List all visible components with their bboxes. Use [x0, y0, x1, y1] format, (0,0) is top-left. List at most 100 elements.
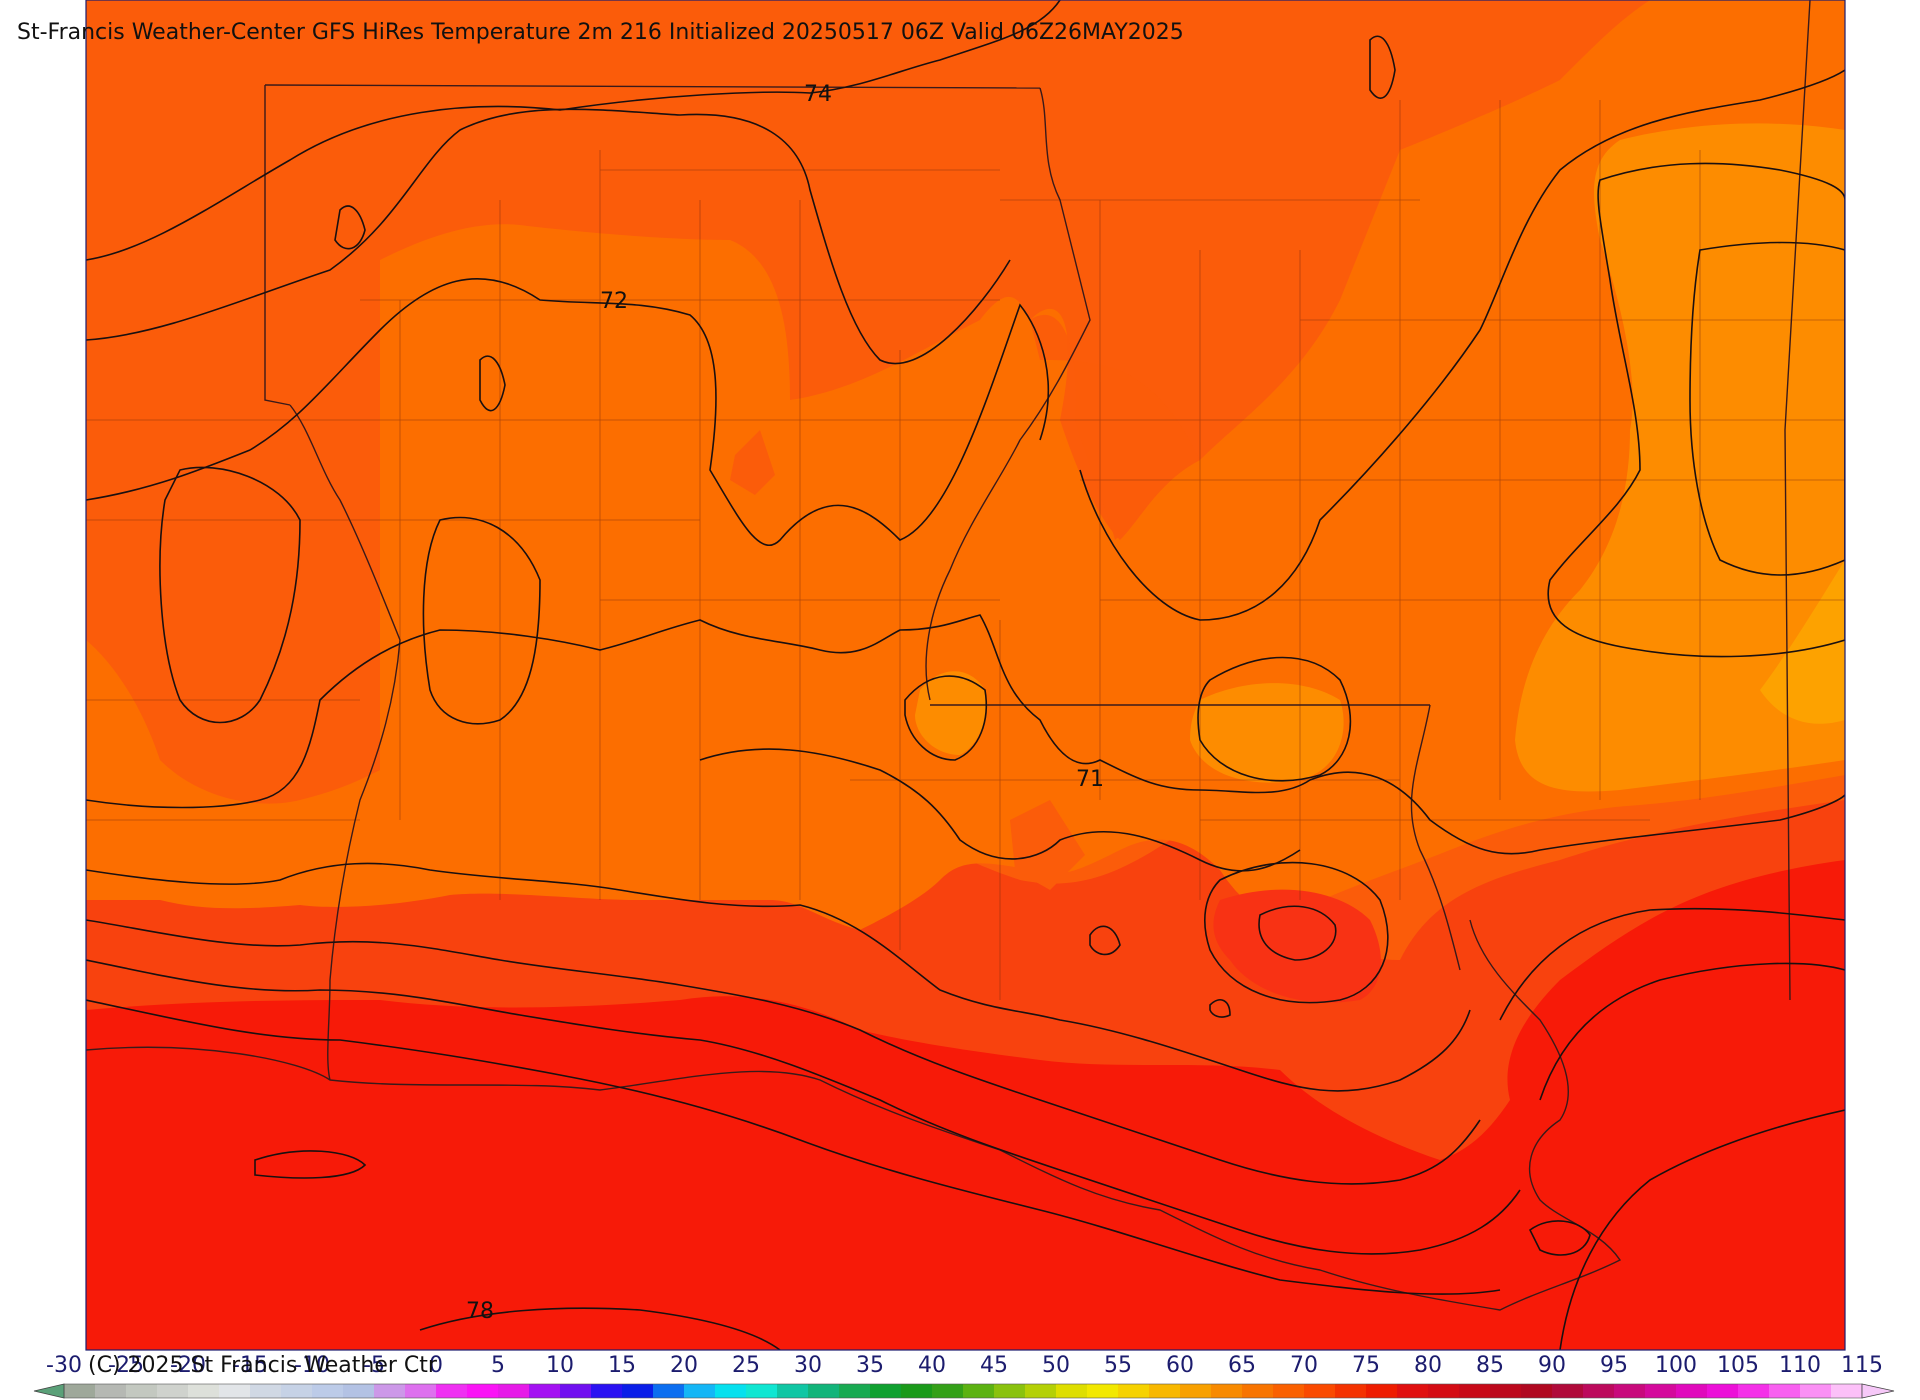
colorbar-cell — [250, 1384, 282, 1398]
isotherm-70-west — [159, 466, 301, 724]
colorbar-cell — [870, 1384, 902, 1398]
colorbar-tick-label: -5 — [363, 1353, 385, 1378]
colorbar-cell — [1335, 1384, 1367, 1398]
colorbar-cell — [1304, 1384, 1336, 1398]
colorbar-cell — [157, 1384, 189, 1398]
isotherm-contours — [86, 0, 1845, 1350]
colorbar-tick-label: 25 — [732, 1353, 760, 1378]
map-title: St-Francis Weather-Center GFS HiRes Temp… — [17, 20, 1184, 45]
county-borders — [86, 100, 1845, 1000]
colorbar-cell — [1149, 1384, 1181, 1398]
colorbar-cell — [1552, 1384, 1584, 1398]
isotherm-70-ctr-east — [1197, 656, 1352, 782]
isotherm-77 — [86, 959, 1521, 1255]
colorbar-cell — [1397, 1384, 1429, 1398]
colorbar-cell — [1831, 1384, 1863, 1398]
colorbar-cell — [1800, 1384, 1832, 1398]
colorbar-cell — [467, 1384, 499, 1398]
contour-label-72: 72 — [600, 289, 628, 314]
contour-label-78: 78 — [466, 1299, 494, 1324]
colorbar-tick-label: 0 — [429, 1353, 443, 1378]
contour-labels: 74 72 71 78 — [466, 82, 1104, 1324]
colorbar-tick-label: -20 — [170, 1353, 206, 1378]
colorbar-tick-label: 115 — [1841, 1353, 1883, 1378]
colorbar-tick-label: -10 — [294, 1353, 330, 1378]
colorbar-cell — [1087, 1384, 1119, 1398]
colorbar-cell — [715, 1384, 747, 1398]
colorbar-cell — [529, 1384, 561, 1398]
colorbar-cell — [839, 1384, 871, 1398]
colorbar-cell — [95, 1384, 127, 1398]
isotherm-ring-se — [1528, 1220, 1591, 1256]
colorbar-cell — [591, 1384, 623, 1398]
copyright-notice: (C) 2025 St Francis Weather Ctr — [88, 1353, 437, 1378]
isotherm-71 — [86, 614, 1845, 855]
isotherm-73-ring — [1204, 861, 1389, 1004]
colorbar-tick-label: 15 — [608, 1353, 636, 1378]
colorbar-cell — [1490, 1384, 1522, 1398]
contour-label-71: 71 — [1076, 767, 1104, 792]
colorbar-cell — [1676, 1384, 1708, 1398]
colorbar-tick-label: 95 — [1600, 1353, 1628, 1378]
map-border — [85, 0, 1846, 1351]
colorbar-cell — [1242, 1384, 1274, 1398]
colorbar-tick-label: 105 — [1717, 1353, 1759, 1378]
colorbar-cell — [219, 1384, 251, 1398]
isotherm-72-b — [1079, 69, 1845, 621]
colorbar-cell — [1025, 1384, 1057, 1398]
colorbar-tick-label: -25 — [108, 1353, 144, 1378]
colorbar: -30 -25 -20 -15 -10 -5 0 5 10 15 20 25 30 35 40 45 50 55 6… — [33, 1353, 1895, 1399]
isotherm-78-coast — [86, 999, 1501, 1295]
temp-band-65-west — [915, 671, 987, 755]
colorbar-tick-label: 90 — [1538, 1353, 1566, 1378]
isotherm-70-center — [422, 516, 541, 725]
isotherm-74 — [86, 0, 1061, 261]
colorbar-cell — [901, 1384, 933, 1398]
colorbar-cell — [1118, 1384, 1150, 1398]
colorbar-cell — [498, 1384, 530, 1398]
colorbar-cell — [1738, 1384, 1770, 1398]
colorbar-cell — [1583, 1384, 1615, 1398]
colorbar-tick-label: 20 — [670, 1353, 698, 1378]
colorbar-cell — [281, 1384, 313, 1398]
isotherm-70-south — [699, 748, 1301, 872]
isotherm-69-east — [1547, 162, 1845, 658]
colorbar-tick-label: 85 — [1476, 1353, 1504, 1378]
colorbar-tick-label: 30 — [794, 1353, 822, 1378]
colorbar-cell — [622, 1384, 654, 1398]
colorbar-cell — [932, 1384, 964, 1398]
colorbar-ticks: -30 -25 -20 -15 -10 -5 0 5 10 15 20 25 30 35 40 45 50 55 6… — [46, 1353, 1883, 1378]
isotherm-gulf-east-2 — [1539, 962, 1845, 1101]
colorbar-cell — [1521, 1384, 1553, 1398]
isotherm-ring-c — [1089, 925, 1121, 956]
temp-band-71-patch-b — [730, 430, 775, 495]
isotherm-ring-ne — [1369, 35, 1396, 99]
colorbar-tick-label: 55 — [1104, 1353, 1132, 1378]
colorbar-cell — [653, 1384, 685, 1398]
colorbar-cell — [1211, 1384, 1243, 1398]
colorbar-cell — [1769, 1384, 1801, 1398]
temperature-map — [86, 0, 1845, 1350]
colorbar-cell — [1645, 1384, 1677, 1398]
temp-band-65-center — [1190, 683, 1344, 783]
isotherm-78-ring-sw — [254, 1150, 367, 1179]
colorbar-cell — [963, 1384, 995, 1398]
colorbar-cell — [436, 1384, 468, 1398]
colorbar-tick-label: 70 — [1290, 1353, 1318, 1378]
colorbar-cell — [1707, 1384, 1739, 1398]
temp-band-65-east — [1515, 123, 1845, 792]
colorbar-cell — [994, 1384, 1026, 1398]
colorbar-tick-label: 60 — [1166, 1353, 1194, 1378]
isotherm-69-east-inner — [1689, 241, 1845, 576]
colorbar-right-arrow — [1861, 1383, 1895, 1399]
colorbar-cell — [684, 1384, 716, 1398]
colorbar-tick-label: -30 — [46, 1353, 82, 1378]
colorbar-tick-label: 35 — [856, 1353, 884, 1378]
colorbar-cell — [64, 1384, 96, 1398]
colorbar-cell — [1428, 1384, 1460, 1398]
colorbar-cell — [1459, 1384, 1491, 1398]
isotherm-ring-nw — [334, 205, 366, 250]
colorbar-cells — [63, 1383, 1863, 1399]
colorbar-tick-label: -15 — [232, 1353, 268, 1378]
